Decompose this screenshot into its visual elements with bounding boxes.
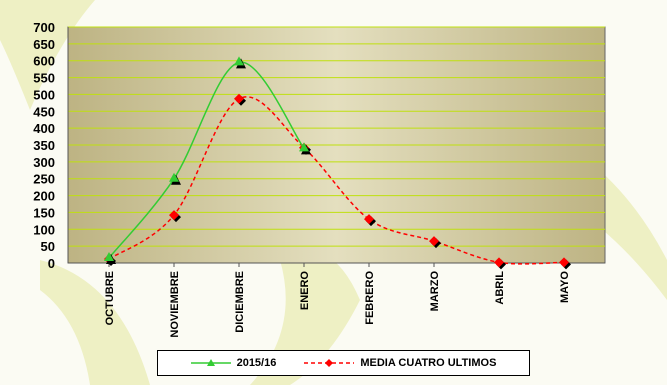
x-tick-label: DICIEMBRE [234, 271, 246, 333]
data-point [104, 251, 114, 261]
x-tick-label: MARZO [429, 271, 441, 312]
x-tick-label: MAYO [559, 271, 571, 303]
legend-item-2015-16: 2015/16 [190, 357, 277, 369]
data-point [234, 93, 244, 104]
x-tick-label: FEBRERO [364, 271, 376, 325]
data-point [429, 236, 439, 247]
series-line [108, 96, 565, 265]
data-point [559, 257, 569, 268]
y-tick-label: 100 [33, 222, 55, 237]
legend: 2015/16 MEDIA CUATRO ULTIMOS [157, 350, 530, 376]
data-point [364, 214, 374, 225]
y-tick-label: 350 [33, 138, 55, 153]
y-tick-label: 650 [33, 37, 55, 52]
data-point [494, 257, 504, 268]
x-tick-label: ABRIL [494, 271, 506, 305]
decor-leaf [40, 260, 150, 385]
legend-label-2015-16: 2015/16 [236, 357, 277, 369]
series-layer [104, 56, 571, 270]
y-tick-label: 700 [33, 20, 55, 35]
gridlines [68, 26, 605, 247]
data-point [169, 172, 179, 182]
y-tick-label: 500 [33, 87, 55, 102]
legend-label-media: MEDIA CUATRO ULTIMOS [360, 357, 497, 369]
y-tick-label: 200 [33, 189, 55, 204]
y-tick-label: 250 [33, 172, 55, 187]
legend-marker-2015-16 [190, 359, 231, 366]
data-point [299, 142, 309, 152]
y-tick-label: 0 [48, 256, 55, 271]
legend-marker-media [304, 359, 355, 367]
y-tick-label: 150 [33, 205, 55, 220]
legend-item-media: MEDIA CUATRO ULTIMOS [304, 357, 496, 369]
series-line [108, 61, 305, 259]
y-tick-label: 550 [33, 71, 55, 86]
x-tick-label: OCTUBRE [104, 271, 116, 325]
y-tick-label: 300 [33, 155, 55, 170]
x-axis-tick-labels: OCTUBRE NOVIEMBRE DICIEMBRE ENERO FEBRERO MAR… [104, 271, 571, 338]
x-tick-label: NOVIEMBRE [169, 271, 181, 338]
y-tick-label: 600 [33, 54, 55, 69]
series-0 [104, 56, 311, 264]
data-point [169, 210, 179, 221]
y-tick-label: 450 [33, 104, 55, 119]
y-tick-label: 400 [33, 121, 55, 136]
data-point [234, 56, 244, 66]
x-tick-label: ENERO [299, 271, 311, 311]
y-tick-label: 50 [41, 239, 55, 254]
